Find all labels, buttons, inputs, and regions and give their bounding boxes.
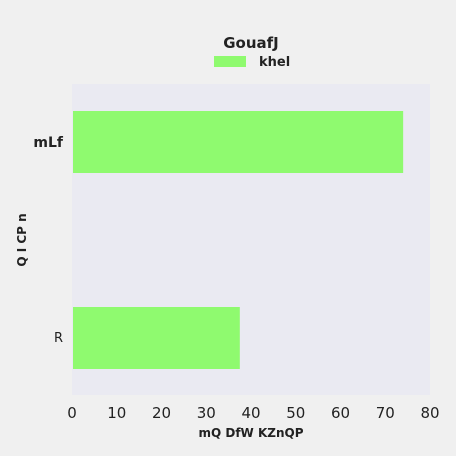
legend: khel bbox=[214, 55, 290, 70]
bars bbox=[73, 111, 404, 369]
x-tick-label: 70 bbox=[376, 404, 395, 422]
legend-swatch bbox=[214, 56, 246, 67]
bar-mlf bbox=[73, 111, 404, 173]
legend-label: khel bbox=[259, 55, 290, 70]
x-tick-label: 0 bbox=[67, 404, 77, 422]
category-label-mlf: mLf bbox=[33, 135, 64, 151]
x-tick-label: 50 bbox=[286, 404, 305, 422]
chart-title: GouafJ bbox=[223, 34, 279, 52]
x-tick-label: 60 bbox=[331, 404, 350, 422]
x-tick-label: 20 bbox=[152, 404, 171, 422]
x-tick-label: 30 bbox=[197, 404, 216, 422]
category-label-r: R bbox=[54, 331, 63, 346]
x-tick-label: 80 bbox=[420, 404, 439, 422]
x-axis-label: mQ DfW KZnQP bbox=[198, 426, 303, 440]
y-axis-label: Q I CP n bbox=[15, 213, 29, 266]
x-tick-label: 10 bbox=[107, 404, 126, 422]
x-tick-label: 40 bbox=[241, 404, 260, 422]
bar-r bbox=[73, 307, 240, 369]
x-tick-labels: 0 10 20 30 40 50 60 70 80 bbox=[67, 404, 439, 422]
